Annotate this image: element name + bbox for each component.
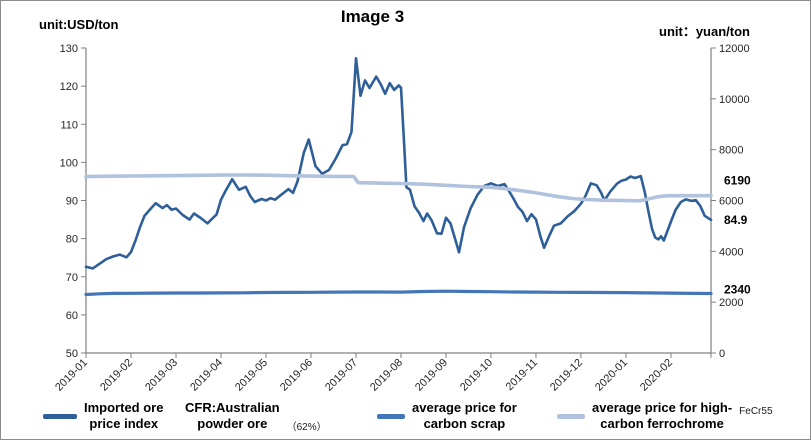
x-axis-tick-label: 2020-01 <box>593 357 630 394</box>
left-axis-tick-label: 120 <box>60 81 78 93</box>
right-axis-tick-label: 2000 <box>719 297 743 309</box>
x-axis-tick-label: 2019-12 <box>548 357 585 394</box>
legend-label-cfr-australian: CFR:Australian powder ore <box>185 400 280 431</box>
left-axis-tick-label: 100 <box>60 157 78 169</box>
right-axis-tick-label: 6000 <box>719 196 743 208</box>
right-axis-tick-label: 12000 <box>719 43 750 55</box>
x-axis-tick-label: 2020-02 <box>638 357 675 394</box>
legend-item-imported-ore: Imported ore price index <box>43 395 170 437</box>
legend-label-imported-ore: Imported ore price index <box>84 400 164 431</box>
legend-item-ferrochrome: average price for high- carbon ferrochro… <box>557 395 773 437</box>
left-axis-tick-label: 90 <box>66 196 78 208</box>
x-axis-tick-label: 2019-06 <box>278 357 315 394</box>
left-axis-unit-label: unit:USD/ton <box>39 17 119 32</box>
x-axis-tick-label: 2019-11 <box>504 357 540 393</box>
series-line-2 <box>84 173 713 203</box>
right-axis-unit-label: unit：yuan/ton <box>659 24 750 39</box>
right-axis-tick-label: 10000 <box>719 94 750 106</box>
legend-swatch-carbon-scrap <box>377 413 405 419</box>
right-axis-tick-label: 4000 <box>719 246 743 258</box>
x-axis-tick-label: 2019-02 <box>98 357 135 394</box>
x-axis-tick-label: 2019-07 <box>323 357 360 394</box>
data-label-84.9: 84.9 <box>724 213 748 227</box>
right-axis-tick-label: 8000 <box>719 145 743 157</box>
data-label-2340: 2340 <box>724 283 751 297</box>
x-axis-tick-label: 2019-10 <box>458 357 495 394</box>
data-label-6190: 6190 <box>724 174 751 188</box>
x-axis-tick-label: 2019-04 <box>188 357 225 394</box>
legend-item-cfr-australian: CFR:Australian powder ore （62%） <box>185 400 327 433</box>
x-axis-tick-label: 2019-01 <box>53 357 90 394</box>
legend-label-ferrochrome: average price for high- carbon ferrochro… <box>592 400 733 431</box>
x-axis-tick-label: 2019-03 <box>143 357 180 394</box>
x-axis-tick-label: 2019-08 <box>368 357 405 394</box>
legend-item-carbon-scrap: average price for carbon scrap <box>377 395 524 437</box>
series-line-0 <box>84 56 713 270</box>
left-axis-tick-label: 110 <box>60 119 78 131</box>
legend-label-carbon-scrap: average price for carbon scrap <box>412 400 517 431</box>
chart-title: Image 3 <box>340 7 405 26</box>
series-line-1 <box>84 289 713 297</box>
left-axis-tick-label: 60 <box>66 310 78 322</box>
left-axis-tick-label: 70 <box>66 272 78 284</box>
right-axis-tick-label: 0 <box>719 348 725 360</box>
legend-swatch-ferrochrome <box>557 413 585 419</box>
x-axis-tick-label: 2019-09 <box>413 357 450 394</box>
left-axis-tick-label: 80 <box>66 234 78 246</box>
left-axis-tick-label: 130 <box>60 43 78 55</box>
left-axis-tick-label: 50 <box>66 348 78 360</box>
x-axis-tick-label: 2019-05 <box>233 357 270 394</box>
legend-swatch-imported-ore <box>43 413 77 419</box>
